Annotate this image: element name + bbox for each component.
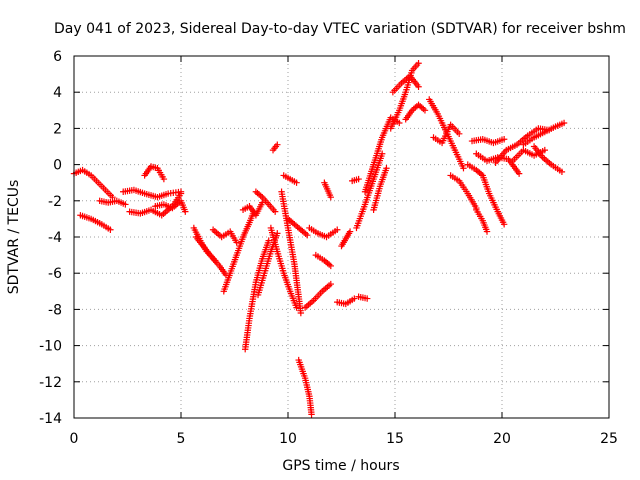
x-axis-label: GPS time / hours	[282, 458, 399, 474]
y-tick-label: -8	[48, 302, 62, 318]
data-point	[363, 295, 371, 302]
data-point	[327, 262, 334, 270]
data-point	[334, 226, 341, 233]
data-point	[415, 83, 422, 90]
data-point	[265, 237, 272, 244]
data-points	[70, 60, 568, 418]
data-point	[182, 208, 189, 215]
data-point	[355, 175, 362, 183]
data-point	[560, 119, 568, 127]
y-tick-label: -4	[48, 230, 62, 246]
data-point	[351, 295, 358, 302]
data-point	[304, 231, 311, 239]
y-tick-label: -12	[39, 375, 62, 391]
data-point	[483, 228, 491, 235]
data-point	[346, 228, 354, 235]
y-axis-label: SDTVAR / TECUs	[6, 180, 22, 295]
data-point	[500, 221, 508, 228]
y-tick-label: 0	[53, 158, 62, 174]
data-point	[327, 280, 334, 288]
data-point	[308, 411, 315, 418]
data-point	[297, 309, 305, 317]
x-tick-label: 20	[493, 431, 511, 447]
x-tick-label: 15	[386, 431, 404, 447]
data-point	[421, 107, 429, 114]
chart-title: Day 041 of 2023, Sidereal Day-to-day VTE…	[54, 21, 626, 37]
data-point	[293, 179, 300, 186]
y-tick-label: -10	[39, 339, 62, 355]
data-point	[415, 60, 422, 67]
y-tick-label: -14	[39, 411, 62, 427]
data-point	[460, 165, 467, 172]
y-tick-label: -2	[48, 194, 62, 210]
data-point	[177, 190, 185, 197]
data-point	[327, 193, 334, 201]
data-point	[274, 230, 281, 237]
data-point	[500, 136, 508, 143]
y-tick-label: 4	[53, 85, 62, 101]
data-point	[160, 175, 168, 183]
data-point	[274, 141, 281, 148]
data-point	[293, 304, 300, 311]
y-tick-label: -6	[48, 266, 62, 282]
x-tick-label: 5	[177, 431, 186, 447]
data-point	[233, 239, 240, 246]
data-point	[541, 146, 548, 154]
y-tick-label: 6	[53, 49, 62, 65]
data-point	[456, 130, 463, 138]
data-point	[271, 208, 279, 215]
x-tick-label: 10	[279, 431, 297, 447]
y-tick-label: 2	[53, 121, 62, 137]
data-point	[107, 226, 114, 233]
data-point	[515, 170, 523, 177]
data-point	[558, 168, 566, 176]
x-tick-label: 0	[70, 431, 79, 447]
data-point	[122, 201, 129, 208]
data-point	[396, 119, 403, 127]
x-tick-label: 25	[600, 431, 618, 447]
data-point	[383, 165, 390, 172]
